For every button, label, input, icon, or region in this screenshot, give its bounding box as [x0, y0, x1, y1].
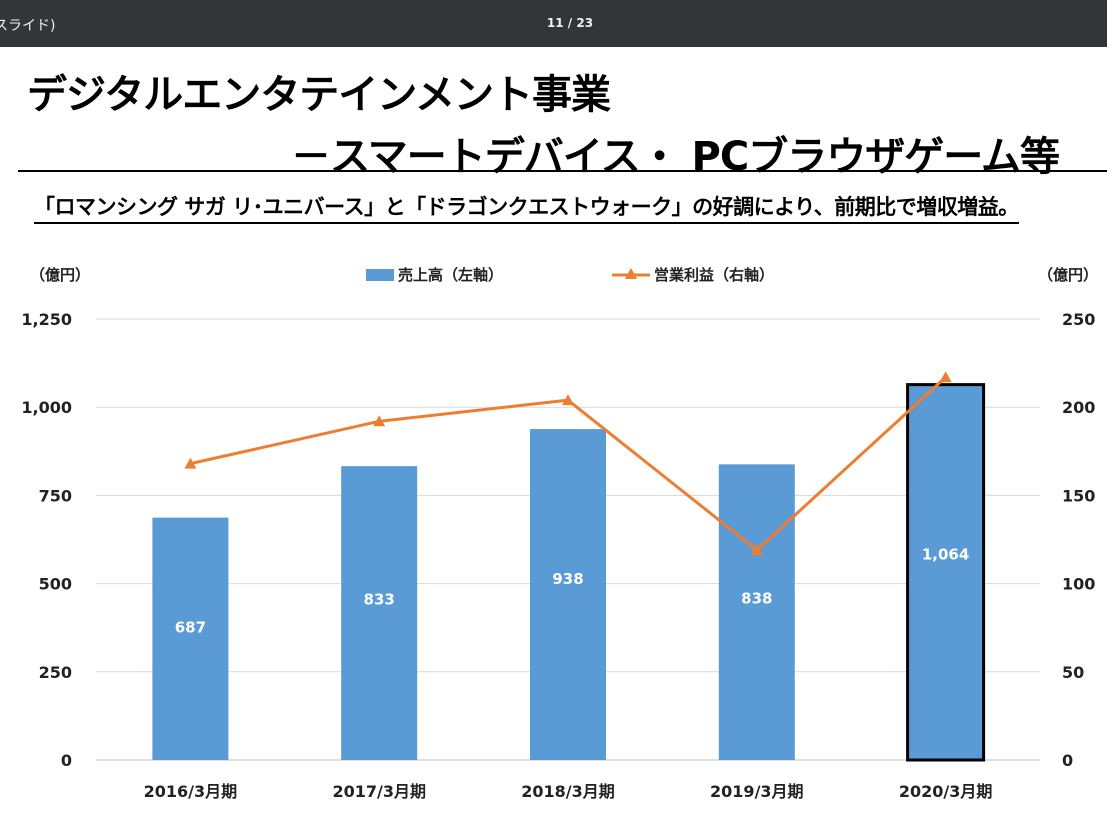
- profit-point-marker: [562, 394, 574, 406]
- right-axis-tick-label: 150: [1062, 486, 1095, 505]
- left-axis-tick-label: 500: [39, 575, 72, 594]
- right-axis-tick-label: 200: [1062, 398, 1095, 417]
- right-axis-tick-label: 50: [1062, 663, 1084, 682]
- profit-point-marker: [939, 371, 952, 383]
- category-label: 2017/3月期: [332, 782, 426, 801]
- legend-line-label: 営業利益（右軸）: [654, 266, 774, 284]
- right-axis-tick-label: 0: [1062, 751, 1073, 770]
- bar: [341, 466, 418, 760]
- right-axis-tick-label: 100: [1062, 575, 1095, 594]
- left-axis-tick-label: 0: [61, 751, 72, 770]
- slide-subtitle: 「ロマンシング サガ リ･ユニバース」と「ドラゴンクエストウォーク」の好調により…: [34, 191, 1019, 224]
- left-axis-tick-label: 750: [39, 486, 72, 505]
- left-axis-tick-label: 1,000: [21, 398, 72, 417]
- bar: [718, 464, 795, 760]
- bar-data-label: 833: [364, 590, 395, 608]
- slide-title-line1: デジタルエンタテインメント事業: [27, 72, 611, 118]
- bar: [906, 383, 986, 762]
- legend-bar-swatch: [366, 269, 394, 281]
- category-label: 2020/3月期: [899, 782, 993, 801]
- left-axis-unit: （億円）: [30, 266, 90, 284]
- document-title: スライド): [0, 18, 56, 34]
- bar: [530, 429, 606, 760]
- right-axis-unit: （億円）: [1038, 266, 1098, 284]
- bar: [152, 517, 229, 760]
- title-divider: [18, 170, 1107, 172]
- category-label: 2019/3月期: [710, 782, 804, 801]
- bar-data-label: 687: [175, 619, 206, 637]
- legend-bar-label: 売上高（左軸）: [398, 266, 503, 284]
- right-axis-tick-label: 250: [1062, 310, 1095, 329]
- left-axis-tick-label: 1,250: [21, 310, 72, 329]
- page-counter: 11 / 23: [546, 16, 594, 30]
- bar-data-label: 938: [552, 570, 583, 588]
- left-axis-tick-label: 250: [39, 663, 72, 682]
- profit-point-marker: [373, 415, 386, 427]
- pdf-viewer-toolbar: スライド) 11 / 23: [0, 0, 1107, 47]
- category-label: 2016/3月期: [144, 782, 238, 801]
- bar-data-label: 838: [741, 589, 772, 607]
- category-label: 2018/3月期: [521, 782, 615, 801]
- legend-line-marker: [625, 268, 637, 279]
- slide-page: デジタルエンタテインメント事業 －スマートデバイス・ PCブラウザゲーム等 「ロ…: [0, 47, 1107, 817]
- slide-title-line2: －スマートデバイス・ PCブラウザゲーム等: [291, 134, 1060, 180]
- profit-point-marker: [750, 544, 763, 556]
- profit-point-marker: [184, 457, 197, 469]
- bar-data-label: 1,064: [922, 546, 969, 564]
